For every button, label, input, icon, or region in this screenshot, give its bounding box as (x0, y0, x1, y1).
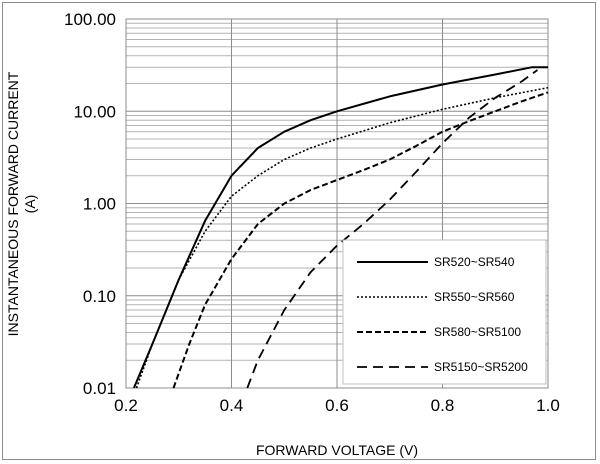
legend-label-1: SR520~SR540 (434, 255, 515, 269)
y-axis-title-line2: (A) (22, 195, 38, 214)
x-tick-labels: 0.2 0.4 0.6 0.8 1.0 (114, 396, 560, 415)
y-axis-title-line1: INSTANTANEOUS FORWARD CURRENT (5, 71, 21, 336)
y-tick-label: 1.00 (83, 195, 116, 214)
y-tick-label: 10.00 (73, 102, 116, 121)
x-tick-label: 0.2 (114, 396, 138, 415)
series-line-1 (132, 66, 548, 389)
legend: SR520~SR540 SR550~SR560 SR580~SR5100 SR5150… (342, 239, 547, 385)
x-tick-label: 1.0 (536, 396, 560, 415)
x-tick-label: 0.4 (220, 396, 244, 415)
series-layer (132, 66, 549, 389)
x-tick-label: 0.6 (325, 396, 349, 415)
legend-box (342, 239, 547, 385)
legend-label-3: SR580~SR5100 (434, 325, 521, 339)
x-axis-title: FORWARD VOLTAGE (V) (256, 442, 418, 458)
series-line-3 (172, 91, 549, 389)
legend-label-2: SR550~SR560 (434, 290, 515, 304)
legend-label-4: SR5150~SR5200 (434, 360, 528, 374)
y-tick-label: 0.10 (83, 287, 116, 306)
series-line-4 (246, 69, 539, 389)
y-tick-label: 100.00 (64, 10, 116, 29)
plot-area-border (125, 18, 549, 389)
series-line-2 (135, 86, 549, 389)
y-tick-labels: 0.01 0.10 1.00 10.00 100.00 (64, 10, 116, 398)
x-tick-label: 0.8 (431, 396, 455, 415)
y-tick-label: 0.01 (83, 379, 116, 398)
